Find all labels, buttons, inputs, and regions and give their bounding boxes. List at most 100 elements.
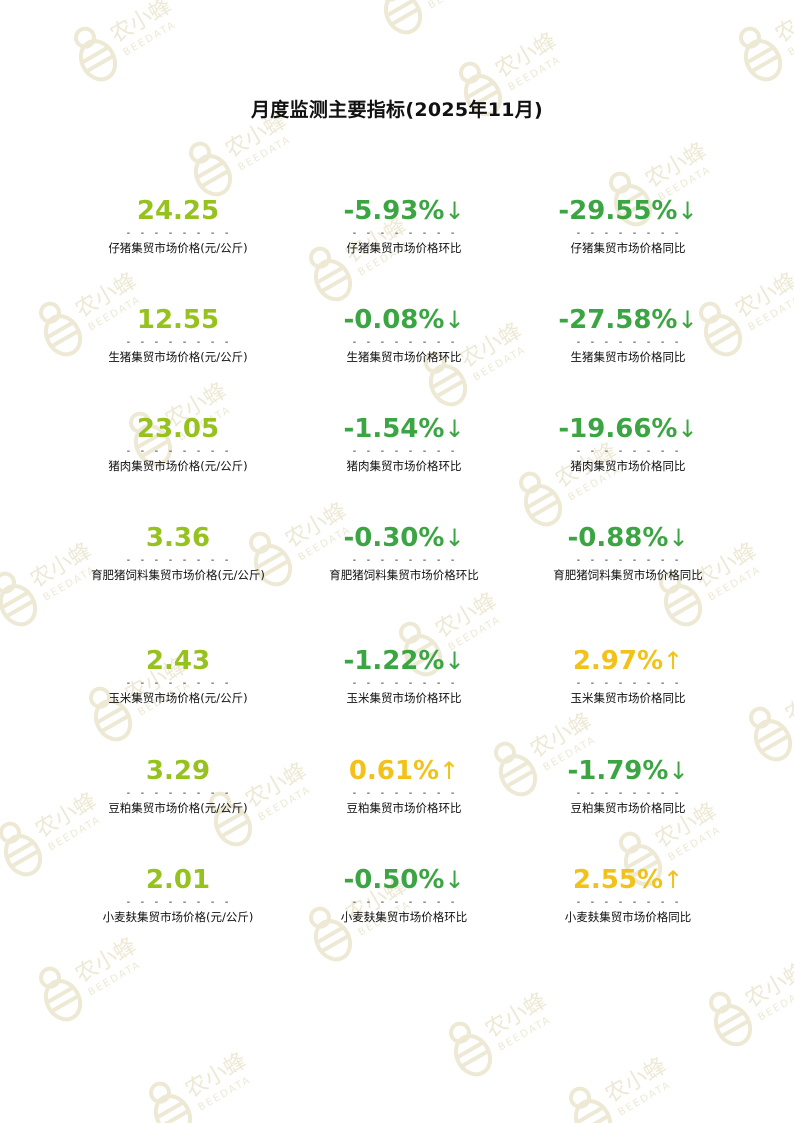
indicator-cell-mom: -0.50%↓ - - - - - - - - 小麦麸集贸市场价格环比 [284,864,524,925]
arrow-down-icon: ↓ [677,415,698,443]
indicator-value: 2.01 [145,865,211,895]
indicator-label: 仔猪集贸市场价格同比 [570,241,686,255]
indicator-cell-mom: 0.61%↑ - - - - - - - - 豆粕集贸市场价格环比 [284,755,524,816]
indicator-cell-price: 23.05 - - - - - - - - 猪肉集贸市场价格(元/公斤) [58,413,298,474]
indicator-value: -0.88%↓ [508,522,748,554]
dashed-divider: - - - - - - - - [575,897,681,908]
indicator-cell-price: 2.43 - - - - - - - - 玉米集贸市场价格(元/公斤) [58,645,298,706]
indicator-number: -5.93% [343,196,445,226]
indicator-value: 0.61%↑ [284,755,524,787]
indicator-cell-yoy: -29.55%↓ - - - - - - - - 仔猪集贸市场价格同比 [508,195,748,256]
indicator-label: 玉米集贸市场价格(元/公斤) [108,691,248,705]
indicator-label: 小麦麸集贸市场价格环比 [340,910,468,924]
page-title: 月度监测主要指标(2025年11月) [250,99,544,121]
indicator-value: 3.29 [145,756,211,786]
arrow-down-icon: ↓ [668,524,689,552]
dashed-divider: - - - - - - - - [351,337,457,348]
indicator-cell-yoy: -27.58%↓ - - - - - - - - 生猪集贸市场价格同比 [508,304,748,365]
indicator-value: 2.43 [145,646,211,676]
indicator-label: 仔猪集贸市场价格(元/公斤) [108,241,248,255]
indicator-cell-price: 3.29 - - - - - - - - 豆粕集贸市场价格(元/公斤) [58,755,298,816]
arrow-down-icon: ↓ [444,197,465,225]
dashed-divider: - - - - - - - - [125,788,231,799]
dashed-divider: - - - - - - - - [575,788,681,799]
arrow-down-icon: ↓ [677,306,698,334]
indicator-value: 24.25 [136,196,220,226]
arrow-up-icon: ↑ [439,757,460,785]
indicator-number: -1.54% [343,414,445,444]
indicator-value: -29.55%↓ [508,195,748,227]
indicator-label: 小麦麸集贸市场价格同比 [564,910,692,924]
indicator-cell-mom: -0.08%↓ - - - - - - - - 生猪集贸市场价格环比 [284,304,524,365]
dashed-divider: - - - - - - - - [575,228,681,239]
dashed-divider: - - - - - - - - [125,337,231,348]
dashed-divider: - - - - - - - - [575,446,681,457]
arrow-down-icon: ↓ [444,866,465,894]
dashed-divider: - - - - - - - - [125,228,231,239]
dashed-divider: - - - - - - - - [575,337,681,348]
indicator-value: 23.05 [136,414,220,444]
indicator-number: 2.97% [572,646,664,676]
indicator-value: -0.30%↓ [284,522,524,554]
indicator-cell-price: 2.01 - - - - - - - - 小麦麸集贸市场价格(元/公斤) [58,864,298,925]
indicator-cell-mom: -1.22%↓ - - - - - - - - 玉米集贸市场价格环比 [284,645,524,706]
dashed-divider: - - - - - - - - [125,446,231,457]
indicator-value: 2.97%↑ [508,645,748,677]
dashed-divider: - - - - - - - - [351,897,457,908]
indicator-label: 育肥猪饲料集贸市场价格环比 [329,568,479,582]
dashed-divider: - - - - - - - - [125,897,231,908]
indicator-number: -19.66% [558,414,678,444]
indicator-number: 2.55% [572,865,664,895]
indicator-cell-yoy: 2.97%↑ - - - - - - - - 玉米集贸市场价格同比 [508,645,748,706]
indicator-label: 猪肉集贸市场价格环比 [346,459,462,473]
indicator-label: 豆粕集贸市场价格环比 [346,801,462,815]
indicator-cell-price: 24.25 - - - - - - - - 仔猪集贸市场价格(元/公斤) [58,195,298,256]
indicator-cell-yoy: 2.55%↑ - - - - - - - - 小麦麸集贸市场价格同比 [508,864,748,925]
indicator-value: 2.55%↑ [508,864,748,896]
indicator-cell-yoy: -0.88%↓ - - - - - - - - 育肥猪饲料集贸市场价格同比 [508,522,748,583]
arrow-down-icon: ↓ [444,306,465,334]
indicator-value: -1.22%↓ [284,645,524,677]
dashed-divider: - - - - - - - - [125,678,231,689]
indicator-number: -0.50% [343,865,445,895]
indicator-number: -0.08% [343,305,445,335]
indicator-label: 育肥猪饲料集贸市场价格同比 [553,568,703,582]
indicator-cell-price: 3.36 - - - - - - - - 育肥猪饲料集贸市场价格(元/公斤) [58,522,298,583]
indicator-cell-price: 12.55 - - - - - - - - 生猪集贸市场价格(元/公斤) [58,304,298,365]
indicator-label: 生猪集贸市场价格环比 [346,350,462,364]
indicator-number: -1.79% [567,756,669,786]
dashed-divider: - - - - - - - - [351,678,457,689]
indicator-label: 豆粕集贸市场价格同比 [570,801,686,815]
indicator-cell-mom: -1.54%↓ - - - - - - - - 猪肉集贸市场价格环比 [284,413,524,474]
dashed-divider: - - - - - - - - [575,555,681,566]
indicator-value: -5.93%↓ [284,195,524,227]
indicator-number: -29.55% [558,196,678,226]
indicator-label: 猪肉集贸市场价格同比 [570,459,686,473]
arrow-down-icon: ↓ [668,757,689,785]
indicator-label: 玉米集贸市场价格环比 [346,691,462,705]
indicator-number: -1.22% [343,646,445,676]
indicator-label: 生猪集贸市场价格同比 [570,350,686,364]
arrow-down-icon: ↓ [444,415,465,443]
indicator-label: 玉米集贸市场价格同比 [570,691,686,705]
indicator-value: 12.55 [136,305,220,335]
indicator-value: -27.58%↓ [508,304,748,336]
indicator-value: -0.50%↓ [284,864,524,896]
indicator-value: -1.54%↓ [284,413,524,445]
indicator-number: -0.30% [343,523,445,553]
arrow-up-icon: ↑ [663,647,684,675]
dashed-divider: - - - - - - - - [351,446,457,457]
dashed-divider: - - - - - - - - [351,555,457,566]
indicator-label: 生猪集贸市场价格(元/公斤) [108,350,248,364]
indicator-label: 豆粕集贸市场价格(元/公斤) [108,801,248,815]
indicator-label: 猪肉集贸市场价格(元/公斤) [108,459,248,473]
indicator-label: 小麦麸集贸市场价格(元/公斤) [102,910,254,924]
indicator-label: 育肥猪饲料集贸市场价格(元/公斤) [91,568,265,582]
arrow-up-icon: ↑ [663,866,684,894]
indicator-label: 仔猪集贸市场价格环比 [346,241,462,255]
arrow-down-icon: ↓ [444,524,465,552]
indicator-number: -0.88% [567,523,669,553]
arrow-down-icon: ↓ [444,647,465,675]
dashed-divider: - - - - - - - - [575,678,681,689]
